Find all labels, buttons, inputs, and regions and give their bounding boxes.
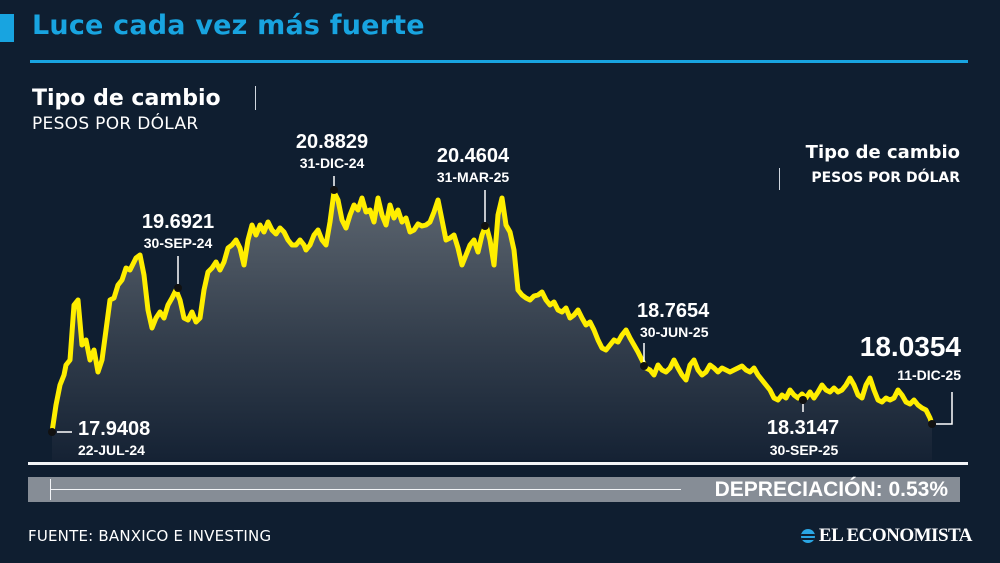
svg-text:31-MAR-25: 31-MAR-25	[437, 169, 510, 185]
chart-area-fill	[52, 192, 932, 460]
annotation-sep-24: 19.6921 30-SEP-24	[142, 211, 214, 292]
exchange-rate-line	[49, 189, 935, 435]
svg-text:17.9408: 17.9408	[78, 418, 150, 440]
chart-baseline	[28, 462, 968, 465]
chart-title: Luce cada vez más fuerte	[32, 10, 425, 41]
legend-title: Tipo de cambio	[805, 142, 960, 163]
source-note: FUENTE: BANXICO E INVESTING	[28, 527, 272, 545]
globe-icon	[800, 529, 815, 543]
title-divider	[30, 60, 968, 63]
depreciation-start-tick	[50, 479, 51, 500]
svg-text:30-JUN-25: 30-JUN-25	[640, 324, 709, 340]
subtitle-separator	[255, 86, 256, 110]
annotation-end: 18.0354 11-DIC-25	[860, 331, 962, 428]
chart-unit: PESOS POR DÓLAR	[32, 114, 199, 134]
annotation-sep-25: 18.3147 30-SEP-25	[767, 396, 839, 458]
svg-text:30-SEP-24: 30-SEP-24	[144, 235, 213, 251]
brand-name: EL ECONOMISTA	[818, 525, 973, 546]
svg-text:20.8829: 20.8829	[296, 131, 368, 153]
title-accent-bar	[0, 14, 14, 42]
depreciation-span-line	[51, 489, 681, 490]
svg-text:11-DIC-25: 11-DIC-25	[897, 367, 961, 383]
chart-subtitle: Tipo de cambio	[32, 86, 221, 111]
svg-text:20.4604: 20.4604	[437, 145, 510, 167]
brand-logo: EL ECONOMISTA	[800, 525, 973, 547]
annotation-dec-24: 20.8829 31-DIC-24	[296, 131, 368, 194]
annotation-start: 17.9408 22-JUL-24	[48, 418, 150, 458]
annotation-jun-25: 18.7654 30-JUN-25	[637, 300, 710, 370]
legend-unit: PESOS POR DÓLAR	[811, 170, 960, 186]
depreciation-label: DEPRECIACIÓN: 0.53%	[714, 478, 948, 501]
svg-text:30-SEP-25: 30-SEP-25	[770, 442, 839, 458]
svg-text:18.7654: 18.7654	[637, 300, 710, 322]
svg-text:19.6921: 19.6921	[142, 211, 214, 233]
legend-separator	[779, 168, 780, 190]
svg-text:18.3147: 18.3147	[767, 417, 839, 439]
svg-text:18.0354: 18.0354	[860, 331, 962, 362]
svg-text:31-DIC-24: 31-DIC-24	[300, 155, 365, 171]
annotation-mar-25: 20.4604 31-MAR-25	[437, 145, 510, 230]
svg-text:22-JUL-24: 22-JUL-24	[78, 442, 145, 458]
